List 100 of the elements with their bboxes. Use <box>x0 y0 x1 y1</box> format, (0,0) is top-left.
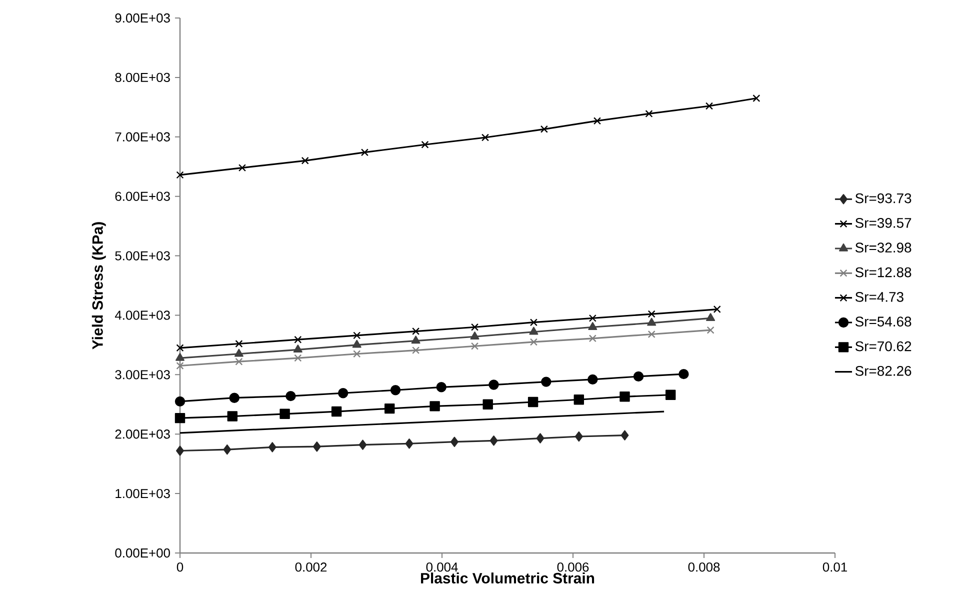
point <box>360 148 368 156</box>
point <box>678 368 689 380</box>
point <box>294 354 302 362</box>
x-tick-label: 0.004 <box>426 562 458 572</box>
point <box>648 310 656 318</box>
point <box>588 322 598 330</box>
point <box>227 411 238 422</box>
point <box>412 346 420 354</box>
point <box>294 336 302 344</box>
point <box>293 344 302 353</box>
x-tick-label: 0.006 <box>557 562 589 572</box>
legend-label: Sr=4.73 <box>855 292 904 302</box>
point <box>530 318 538 326</box>
legend-label: Sr=12.88 <box>855 267 912 278</box>
legend-label: Sr=32.98 <box>855 242 912 253</box>
point <box>234 348 244 357</box>
point <box>268 442 276 452</box>
point <box>529 326 538 335</box>
point <box>353 332 361 340</box>
point <box>588 374 598 385</box>
point <box>235 340 243 348</box>
point <box>174 396 186 407</box>
point <box>405 438 414 449</box>
point <box>482 399 493 410</box>
point <box>390 385 401 396</box>
point <box>353 350 361 358</box>
y-tick-label: 7.00E+03 <box>115 132 170 142</box>
point <box>574 431 583 442</box>
point <box>593 117 602 125</box>
point <box>430 401 440 412</box>
point <box>235 358 243 366</box>
y-tick-label: 3.00E+03 <box>115 370 170 380</box>
point <box>358 440 367 450</box>
point <box>312 441 321 452</box>
point <box>470 342 479 350</box>
point <box>588 334 596 342</box>
point <box>174 412 186 424</box>
point <box>574 394 584 405</box>
point <box>238 164 246 172</box>
point <box>352 340 362 348</box>
point <box>481 134 490 142</box>
legend-label: Sr=93.73 <box>855 193 912 204</box>
legend-label: Sr=54.68 <box>855 316 912 327</box>
legend-label: Sr=82.26 <box>855 366 912 376</box>
point <box>421 140 429 148</box>
y-tick-label: 8.00E+03 <box>115 72 170 82</box>
point <box>229 392 240 403</box>
point <box>176 362 184 370</box>
point <box>411 336 420 344</box>
point <box>176 352 184 361</box>
x-axis-title: Plastic Volumetric Strain <box>421 572 594 584</box>
x-tick-label: 0.008 <box>688 562 720 572</box>
point <box>470 332 480 340</box>
point <box>286 390 296 402</box>
point <box>666 390 676 400</box>
legend-label: Sr=39.57 <box>855 218 912 228</box>
point <box>470 323 479 331</box>
point <box>706 313 716 322</box>
y-tick-label: 5.00E+03 <box>115 251 170 260</box>
point <box>176 344 184 352</box>
point <box>530 338 538 346</box>
point <box>620 430 629 440</box>
point <box>528 396 538 408</box>
point <box>384 403 395 414</box>
point <box>176 171 184 179</box>
y-axis-title: Yield Stress (KPa) <box>92 222 106 350</box>
y-tick-label: 1.00E+03 <box>116 488 170 498</box>
legend-label: Sr=70.62 <box>855 341 912 352</box>
point <box>752 94 760 102</box>
point <box>536 433 544 444</box>
point <box>705 102 714 110</box>
point <box>647 318 656 326</box>
point <box>412 327 420 336</box>
point <box>541 376 552 387</box>
x-tick-label: 0 <box>176 562 184 572</box>
y-tick-label: 9.00E+03 <box>115 13 170 23</box>
point <box>280 408 290 419</box>
point <box>540 125 548 133</box>
y-tick-label: 6.00E+03 <box>115 192 170 201</box>
point <box>620 392 630 402</box>
point <box>588 314 596 322</box>
x-tick-label: 0.002 <box>295 562 327 572</box>
point <box>223 444 232 455</box>
point <box>648 330 656 338</box>
point <box>488 380 499 390</box>
point <box>645 110 653 118</box>
x-tick-label: 0.01 <box>822 562 847 572</box>
point <box>331 406 342 417</box>
point <box>176 446 184 456</box>
point <box>713 306 721 314</box>
point <box>338 388 348 398</box>
y-tick-label: 2.00E+03 <box>115 430 170 439</box>
y-tick-label: 4.00E+03 <box>114 310 170 320</box>
y-tick-label: 0.00E+00 <box>115 548 170 558</box>
point <box>301 156 309 164</box>
point <box>490 436 498 446</box>
point <box>706 326 714 334</box>
point <box>633 371 644 382</box>
point <box>436 382 446 392</box>
point <box>450 436 458 447</box>
